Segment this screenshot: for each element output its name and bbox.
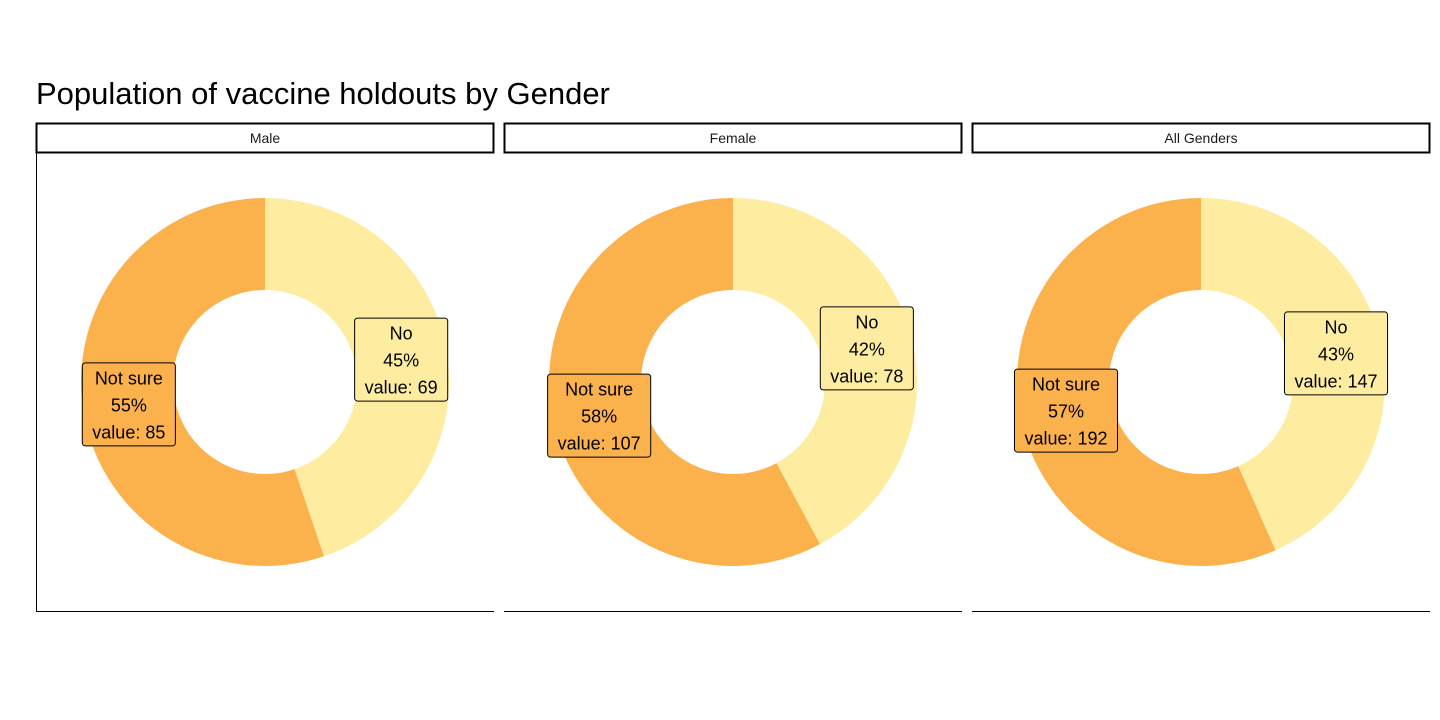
label-box bbox=[1283, 311, 1389, 396]
facet-strip-all-genders bbox=[971, 122, 1431, 154]
label-percent: 57% bbox=[1048, 402, 1084, 422]
label-category: Not sure bbox=[95, 368, 163, 388]
facet-female: Female No 42% value: 78 Not sure 58% value: 10… bbox=[503, 122, 963, 612]
label-box bbox=[81, 362, 176, 447]
chart-title: Population of vaccine holdouts by Gender bbox=[36, 76, 610, 111]
label-value: value: 69 bbox=[365, 378, 438, 398]
facet-all-genders: All Genders No 43% value: 147 Not sure 57% val… bbox=[971, 122, 1431, 612]
label-value: value: 107 bbox=[558, 434, 641, 454]
label-percent: 42% bbox=[849, 339, 885, 359]
label-value: value: 85 bbox=[92, 422, 165, 442]
label-percent: 58% bbox=[581, 407, 617, 427]
facet-strip-male bbox=[35, 122, 495, 154]
label-box bbox=[547, 373, 652, 458]
slice-label-not-sure-all-genders: Not sure 57% value: 192 bbox=[1013, 368, 1119, 453]
label-value: value: 147 bbox=[1294, 371, 1377, 391]
label-box bbox=[819, 306, 914, 391]
label-box bbox=[354, 317, 449, 402]
label-category: Not sure bbox=[1032, 375, 1100, 395]
label-category: No bbox=[855, 312, 878, 332]
slice-not-sure-female bbox=[548, 198, 820, 566]
label-category: No bbox=[1325, 317, 1348, 337]
slice-label-no-all-genders: No 43% value: 147 bbox=[1283, 311, 1389, 396]
label-category: No bbox=[390, 324, 413, 344]
facet-label-male: Male bbox=[250, 130, 281, 146]
slice-label-no-male: No 45% value: 69 bbox=[354, 317, 449, 402]
label-box bbox=[1013, 368, 1119, 453]
slice-label-no-female: No 42% value: 78 bbox=[819, 306, 914, 391]
slice-label-not-sure-female: Not sure 58% value: 107 bbox=[547, 373, 652, 458]
slice-not-sure-all-genders bbox=[1016, 198, 1276, 566]
facet-label-female: Female bbox=[710, 130, 757, 146]
facet-label-all-genders: All Genders bbox=[1164, 130, 1237, 146]
slice-label-not-sure-male: Not sure 55% value: 85 bbox=[81, 362, 176, 447]
facet-male: Male No 45% value: 69 Not sure 55% value: 85 bbox=[35, 122, 495, 612]
label-percent: 43% bbox=[1318, 344, 1354, 364]
label-percent: 45% bbox=[383, 351, 419, 371]
label-value: value: 192 bbox=[1024, 429, 1107, 449]
label-value: value: 78 bbox=[830, 366, 903, 386]
label-category: Not sure bbox=[565, 380, 633, 400]
facet-strip-female bbox=[503, 122, 963, 154]
label-percent: 55% bbox=[111, 395, 147, 415]
slice-not-sure-male bbox=[81, 198, 324, 566]
